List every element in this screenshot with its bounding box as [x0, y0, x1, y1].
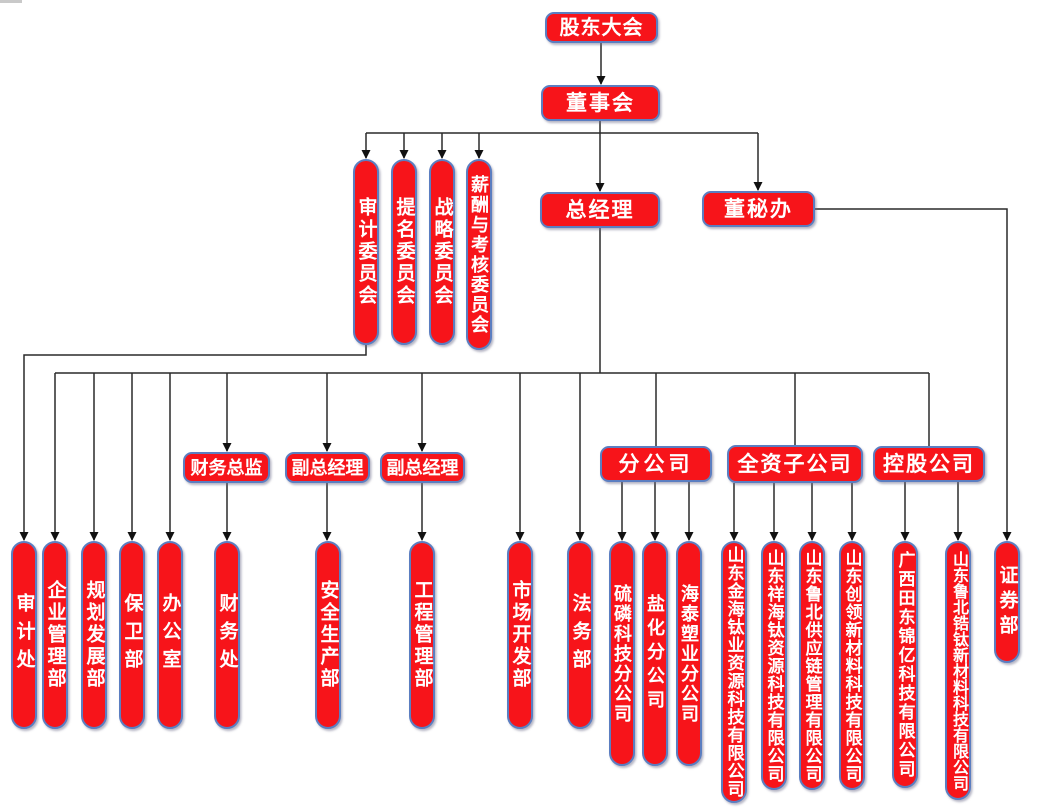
node-board-of-directors: 董事会	[541, 85, 660, 121]
node-general-manager: 总经理	[540, 192, 660, 228]
node-tiandong-jinyi-technology: 广西田东锦亿科技有限公司	[892, 541, 918, 788]
node-enterprise-management-dept: 企业管理部	[42, 541, 68, 729]
node-jinhai-titanium-resources: 山东金海钛业资源科技有限公司	[721, 541, 747, 803]
node-securities-dept: 证券部	[994, 541, 1020, 663]
node-safety-production-dept: 安全生产部	[315, 541, 341, 729]
node-cfo: 财务总监	[183, 452, 270, 483]
node-haitai-plastics-branch: 海泰塑业分公司	[676, 541, 702, 766]
node-board-secretary-office: 董秘办	[702, 191, 815, 227]
org-connector	[19, 345, 367, 541]
node-shareholders-meeting: 股东大会	[545, 12, 658, 43]
node-wholly-owned-subsidiaries-group: 全资子公司	[727, 445, 863, 483]
node-audit-committee: 审计委员会	[353, 159, 379, 345]
node-deputy-gm-1: 副总经理	[285, 452, 370, 483]
node-planning-development-dept: 规划发展部	[81, 541, 107, 729]
node-lubei-zirconium-titanium: 山东鲁北锆钛新材料科技有限公司	[945, 541, 971, 800]
node-engineering-management-dept: 工程管理部	[409, 541, 435, 729]
node-salt-chemical-branch: 盐化分公司	[642, 541, 668, 766]
node-finance-office: 财务处	[214, 541, 240, 729]
node-security-dept: 保卫部	[119, 541, 145, 729]
node-deputy-gm-2: 副总经理	[380, 452, 465, 483]
node-general-office: 办公室	[157, 541, 183, 729]
node-nomination-committee: 提名委员会	[391, 159, 417, 345]
node-strategy-committee: 战略委员会	[429, 159, 455, 345]
node-sulfur-phosphorus-tech-branch: 硫磷科技分公司	[609, 541, 635, 766]
scan-artifact	[0, 0, 22, 3]
node-holding-companies-group: 控股公司	[873, 446, 985, 482]
node-audit-office: 审计处	[11, 541, 37, 729]
node-xianghai-titanium-resources: 山东祥海钛资源科技有限公司	[761, 541, 787, 790]
org-connector	[815, 208, 1012, 541]
node-lubei-supply-chain: 山东鲁北供应链管理有限公司	[799, 541, 825, 790]
node-remuneration-appraisal-committee: 薪酬与考核委员会	[466, 159, 492, 350]
node-legal-dept: 法务部	[567, 541, 593, 729]
node-market-development-dept: 市场开发部	[507, 541, 533, 729]
node-branch-companies-group: 分公司	[600, 446, 712, 482]
node-chuangling-new-material: 山东创领新材料科技有限公司	[839, 541, 865, 790]
